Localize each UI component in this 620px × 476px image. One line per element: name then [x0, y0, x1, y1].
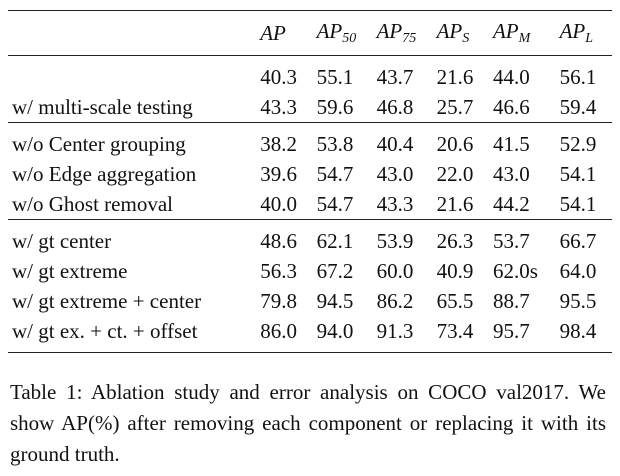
table-cell: 95.7 [488, 316, 556, 353]
table-cell: 56.3 [260, 258, 297, 283]
table-cell: 86.0 [256, 316, 313, 353]
column-header-base: AP [376, 19, 403, 43]
column-header-sub: M [518, 31, 531, 46]
table-cell: 66.7 [555, 219, 612, 256]
header-corner [8, 10, 257, 56]
table-cell: 54.7 [316, 191, 354, 216]
table-cell: 62.0s [492, 258, 538, 283]
row-label: w/ gt ex. + ct. + offset [8, 316, 257, 353]
row-label: w/o Center grouping [8, 122, 257, 159]
table-cell: 55.1 [316, 64, 354, 89]
header-row: AP AP50 AP75 APS APM APL [8, 10, 612, 56]
table-cell: 41.5 [488, 122, 556, 159]
table-cell: 54.7 [316, 161, 354, 186]
table-cell: 62.1 [312, 219, 373, 256]
table-cell: 43.0 [492, 161, 530, 186]
table-cell: 38.2 [256, 122, 313, 159]
table-cell: 40.9 [436, 258, 474, 283]
table-cell: 53.7 [488, 219, 556, 256]
table-cell: 54.1 [559, 161, 597, 186]
ablation-table: AP AP50 AP75 APS APM APL 40.3 55.1 43.7 21.6 44.0… [8, 10, 612, 353]
table-row: w/o Center grouping 38.2 53.8 40.4 20.6 41.5 5… [8, 122, 612, 159]
table-cell: 56.1 [559, 64, 597, 89]
table-row: w/o Ghost removal 40.0 54.7 43.3 21.6 44.2 54.… [8, 189, 612, 220]
row-label: w/ multi-scale testing [12, 94, 193, 119]
table-row: w/ multi-scale testing 43.3 59.6 46.8 25.7 46… [8, 92, 612, 123]
column-header-sub: 50 [342, 31, 357, 46]
column-header-base: AP [492, 19, 519, 43]
table-row: w/ gt extreme 56.3 67.2 60.0 40.9 62.0s 64.0 [8, 256, 612, 286]
column-header-sub: S [462, 31, 470, 46]
row-group: w/o Center grouping 38.2 53.8 40.4 20.6 41.5 5… [8, 122, 612, 220]
table-cell: 40.3 [260, 64, 297, 89]
table-cell: 60.0 [376, 258, 414, 283]
table-cell: 54.1 [559, 191, 597, 216]
table-row: 40.3 55.1 43.7 21.6 44.0 56.1 [8, 56, 612, 93]
row-group: 40.3 55.1 43.7 21.6 44.0 56.1 w/ multi-scale t… [8, 56, 612, 123]
column-header-base: AP [260, 20, 286, 45]
table-cell: 22.0 [436, 161, 474, 186]
table-cell: 91.3 [372, 316, 433, 353]
column-header-base: AP [316, 19, 343, 43]
column-header: APM [488, 10, 556, 56]
table-row: w/ gt center 48.6 62.1 53.9 26.3 53.7 66.7 [8, 219, 612, 256]
table-cell: 43.3 [260, 94, 297, 119]
table-cell: 40.0 [260, 191, 297, 216]
row-label [8, 56, 256, 93]
table-row: w/o Edge aggregation 39.6 54.7 43.0 22.0 43.0… [8, 159, 612, 189]
table-cell: 59.6 [316, 94, 354, 119]
table-cell: 39.6 [260, 161, 297, 186]
row-label: w/ gt extreme + center [12, 288, 202, 313]
table-cell: 44.2 [492, 191, 530, 216]
table-cell: 40.4 [372, 122, 433, 159]
table-cell: 95.5 [559, 288, 597, 313]
table-cell: 67.2 [316, 258, 354, 283]
column-header: APL [555, 10, 612, 56]
row-label: w/o Ghost removal [12, 191, 173, 216]
table-cell: 26.3 [432, 219, 489, 256]
table-cell: 52.9 [555, 122, 612, 159]
table-cell: 53.8 [312, 122, 373, 159]
table-cell: 64.0 [559, 258, 597, 283]
table-cell: 86.2 [376, 288, 414, 313]
row-label: w/ gt center [8, 219, 257, 256]
column-header: AP75 [372, 10, 433, 56]
table-cell: 94.0 [312, 316, 373, 353]
row-label: w/o Edge aggregation [12, 161, 197, 186]
table-cell: 43.0 [376, 161, 414, 186]
row-group: w/ gt center 48.6 62.1 53.9 26.3 53.7 66.7 w/ g… [8, 219, 612, 353]
table-cell: 46.6 [492, 94, 530, 119]
table-cell: 88.7 [492, 288, 530, 313]
table-cell: 98.4 [555, 316, 612, 353]
table-cell: 46.8 [376, 94, 414, 119]
table-cell: 65.5 [436, 288, 474, 313]
table-caption: Table 1: Ablation study and error analys… [10, 380, 606, 466]
table-cell: 73.4 [432, 316, 489, 353]
table-row: w/ gt extreme + center 79.8 94.5 86.2 65.5 88… [8, 286, 612, 316]
column-header: AP [256, 10, 313, 56]
table-cell: 48.6 [256, 219, 313, 256]
column-header: APS [432, 10, 489, 56]
column-header-sub: L [585, 31, 594, 46]
column-header-base: AP [436, 19, 463, 43]
table-cell: 43.3 [376, 191, 414, 216]
row-label: w/ gt extreme [12, 258, 128, 283]
table-cell: 21.6 [436, 64, 474, 89]
table-cell: 94.5 [316, 288, 354, 313]
table-row: w/ gt ex. + ct. + offset 86.0 94.0 91.3 73.4… [8, 316, 612, 353]
table-cell: 79.8 [260, 288, 297, 313]
column-header-base: AP [559, 19, 586, 43]
column-header: AP50 [312, 10, 373, 56]
table-cell: 21.6 [436, 191, 474, 216]
table-cell: 25.7 [436, 94, 474, 119]
table-cell: 43.7 [376, 64, 414, 89]
column-header-sub: 75 [402, 31, 417, 46]
table-cell: 53.9 [372, 219, 433, 256]
table-cell: 20.6 [432, 122, 489, 159]
table-cell: 44.0 [492, 64, 530, 89]
table-cell: 59.4 [559, 94, 597, 119]
